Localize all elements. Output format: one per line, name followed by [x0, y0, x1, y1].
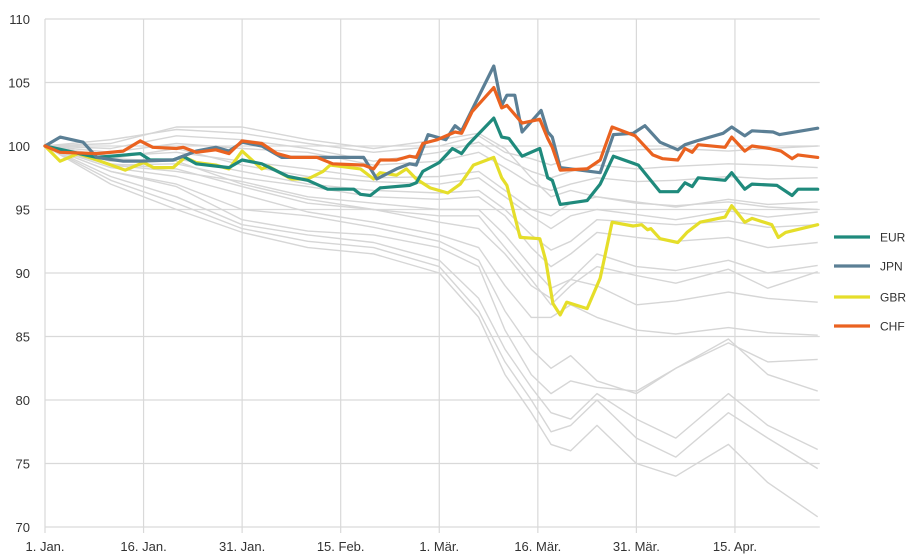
x-axis-labels: 1. Jan. 16. Jan. 31. Jan. 15. Feb. 1. Mär. 16… — [25, 539, 757, 554]
background-series-line — [44, 145, 818, 336]
y-tick-label: 100 — [8, 139, 30, 154]
legend-label-eur: EUR — [880, 231, 906, 245]
x-tick-label: 15. Apr. — [713, 539, 757, 554]
series-line-chf — [43, 85, 820, 172]
y-tick-label: 75 — [16, 457, 30, 472]
x-tick-label: 16. Jan. — [120, 539, 166, 554]
legend-label-gbr: GBR — [880, 291, 906, 305]
y-tick-label: 110 — [9, 12, 30, 27]
series-line-gbr — [43, 144, 820, 317]
series-line-jpn — [43, 64, 820, 181]
background-series-line — [44, 135, 818, 179]
background-series-line — [44, 145, 818, 251]
y-tick-label: 90 — [16, 266, 30, 281]
y-tick-label: 105 — [8, 76, 30, 91]
background-series-line — [44, 145, 818, 395]
background-series-line — [44, 145, 818, 230]
background-series-line — [44, 145, 819, 451]
y-tick-label: 80 — [16, 393, 30, 408]
x-tick-label: 31. Mär. — [613, 539, 660, 554]
background-series-line — [44, 145, 819, 518]
y-axis-labels: 70 75 80 85 90 95 100 105 110 — [8, 12, 30, 535]
x-tick-label: 1. Jan. — [25, 539, 64, 554]
x-tick-label: 16. Mär. — [514, 539, 561, 554]
legend-label-chf: CHF — [880, 320, 905, 334]
x-tick-label: 1. Mär. — [419, 539, 459, 554]
background-series-line — [44, 145, 818, 306]
series-line-eur — [43, 116, 820, 206]
y-tick-label: 85 — [16, 330, 30, 345]
y-tick-label: 95 — [16, 203, 30, 218]
background-series-line — [44, 142, 818, 192]
background-series-line — [44, 145, 818, 306]
highlight-series — [43, 64, 820, 317]
background-series — [44, 126, 819, 518]
x-tick-label: 31. Jan. — [219, 539, 265, 554]
x-tick-label: 15. Feb. — [317, 539, 365, 554]
legend-label-jpn: JPN — [880, 260, 903, 274]
background-series-line — [44, 126, 818, 211]
y-tick-label: 70 — [16, 520, 30, 535]
background-series-line — [44, 145, 819, 470]
legend: EUR JPN GBR CHF — [834, 231, 906, 334]
background-series-line — [44, 145, 818, 268]
